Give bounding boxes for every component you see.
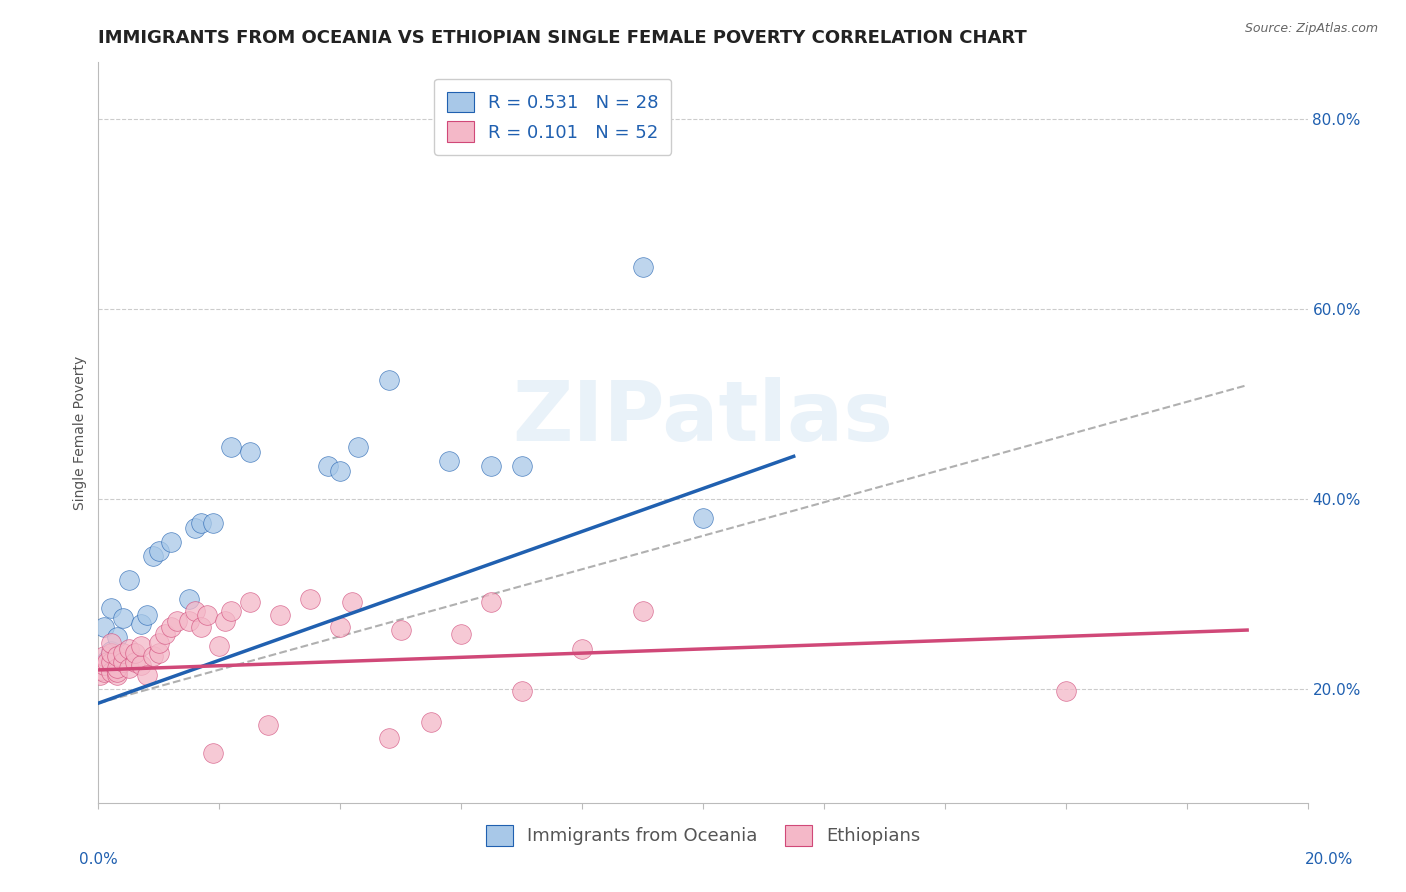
Point <box>190 620 212 634</box>
Point <box>129 617 152 632</box>
Point <box>184 604 207 618</box>
Point <box>105 665 128 679</box>
Point <box>105 661 128 675</box>
Point <box>105 648 128 663</box>
Point <box>100 656 122 670</box>
Point <box>1054 683 1077 698</box>
Point <box>142 648 165 663</box>
Point <box>631 604 654 618</box>
Point <box>160 534 183 549</box>
Point <box>179 591 201 606</box>
Text: Source: ZipAtlas.com: Source: ZipAtlas.com <box>1244 22 1378 36</box>
Point <box>221 440 243 454</box>
Point <box>118 642 141 657</box>
Point <box>269 607 291 622</box>
Point <box>195 607 218 622</box>
Point <box>202 747 225 761</box>
Point <box>93 620 115 634</box>
Y-axis label: Single Female Poverty: Single Female Poverty <box>73 356 87 509</box>
Text: ZIPatlas: ZIPatlas <box>513 377 893 458</box>
Legend: Immigrants from Oceania, Ethiopians: Immigrants from Oceania, Ethiopians <box>478 818 928 853</box>
Point <box>510 683 533 698</box>
Text: IMMIGRANTS FROM OCEANIA VS ETHIOPIAN SINGLE FEMALE POVERTY CORRELATION CHART: IMMIGRANTS FROM OCEANIA VS ETHIOPIAN SIN… <box>98 29 1028 47</box>
Point <box>437 454 460 468</box>
Point <box>124 656 146 670</box>
Point <box>571 642 593 657</box>
Point <box>100 636 122 650</box>
Point <box>221 604 243 618</box>
Point <box>377 731 399 746</box>
Point <box>89 667 111 681</box>
Point <box>377 373 399 387</box>
Point <box>450 627 472 641</box>
Point <box>100 646 122 660</box>
Point <box>179 614 201 628</box>
Point <box>299 591 322 606</box>
Point <box>105 630 128 644</box>
Point <box>329 620 352 634</box>
Point <box>256 718 278 732</box>
Point <box>239 594 262 608</box>
Point <box>90 663 112 677</box>
Point <box>135 667 157 681</box>
Point <box>631 260 654 274</box>
Point <box>100 665 122 679</box>
Point <box>316 458 339 473</box>
Point <box>184 520 207 534</box>
Point <box>135 607 157 622</box>
Point <box>129 639 152 653</box>
Point <box>93 665 115 679</box>
Point <box>347 440 370 454</box>
Point <box>190 516 212 530</box>
Point <box>93 648 115 663</box>
Text: 20.0%: 20.0% <box>1305 852 1353 867</box>
Point <box>90 658 112 673</box>
Point <box>93 658 115 673</box>
Point <box>111 656 134 670</box>
Point <box>166 614 188 628</box>
Point <box>96 656 118 670</box>
Point <box>202 516 225 530</box>
Point <box>420 715 443 730</box>
Point <box>118 573 141 587</box>
Point <box>118 661 141 675</box>
Point <box>105 667 128 681</box>
Text: 0.0%: 0.0% <box>79 852 118 867</box>
Point <box>208 639 231 653</box>
Point <box>153 627 176 641</box>
Point <box>214 614 236 628</box>
Point <box>510 458 533 473</box>
Point <box>129 658 152 673</box>
Point <box>481 594 503 608</box>
Point <box>100 601 122 615</box>
Point <box>148 646 170 660</box>
Point <box>342 594 364 608</box>
Point <box>329 464 352 478</box>
Point <box>148 636 170 650</box>
Point <box>100 644 122 658</box>
Point <box>96 653 118 667</box>
Point <box>111 646 134 660</box>
Point <box>481 458 503 473</box>
Point <box>148 544 170 558</box>
Point <box>111 610 134 624</box>
Point <box>142 549 165 563</box>
Point <box>239 444 262 458</box>
Point <box>692 511 714 525</box>
Point <box>389 623 412 637</box>
Point <box>160 620 183 634</box>
Point <box>124 646 146 660</box>
